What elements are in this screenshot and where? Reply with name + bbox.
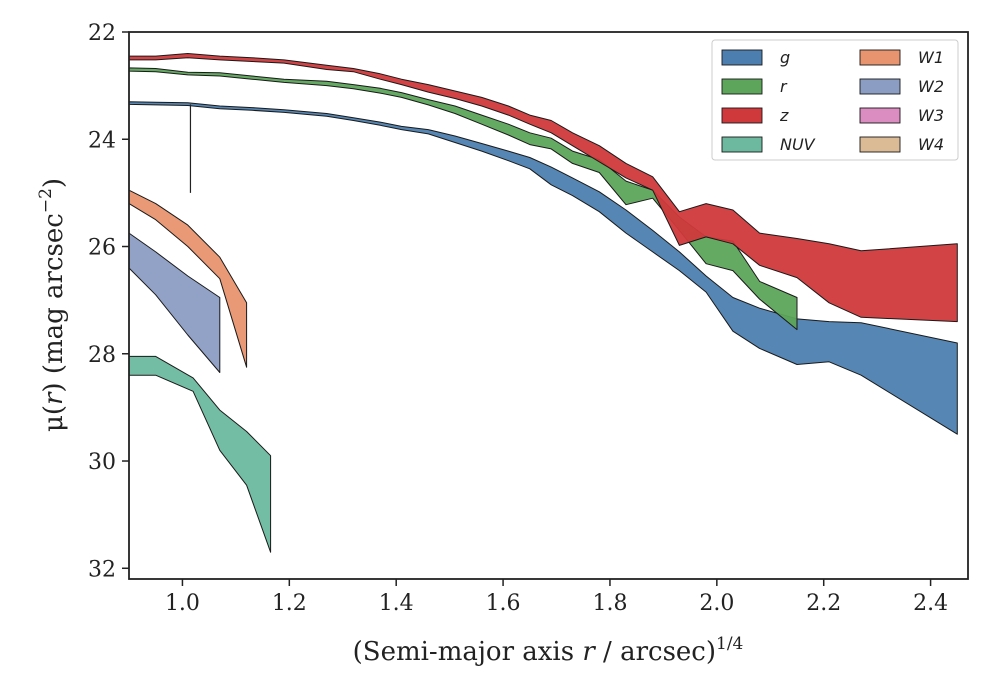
x-tick-label: 2.4 <box>913 591 948 616</box>
legend-swatch-w2 <box>859 78 901 95</box>
y-tick-label: 26 <box>88 236 116 261</box>
legend-frame <box>711 39 959 161</box>
legend-swatch-w3 <box>859 107 901 124</box>
x-axis: 1.0 1.2 1.4 1.6 1.8 2.0 2.2 2.4 <box>165 579 948 616</box>
legend-swatch-z <box>721 107 763 124</box>
x-axis-label-var: r <box>582 637 596 667</box>
legend-swatch-w1 <box>859 49 901 66</box>
y-axis-label: μ(r) (mag arcsec−2) <box>36 178 69 432</box>
x-tick-label: 1.0 <box>165 591 200 616</box>
band-nuv <box>128 355 272 553</box>
legend-label-w1: W1 <box>918 48 944 67</box>
legend-label-r: r <box>780 77 788 96</box>
x-tick-label: 2.2 <box>806 591 841 616</box>
legend-label-g: g <box>780 48 790 67</box>
x-axis-label-suffix: / arcsec) <box>595 637 716 667</box>
y-axis-label-end: ) <box>39 178 69 188</box>
x-axis-label-prefix: (Semi-major axis <box>353 637 583 667</box>
band-w1 <box>128 189 248 368</box>
y-tick-label: 30 <box>88 450 116 475</box>
y-tick-label: 24 <box>88 128 116 153</box>
x-tick-label: 1.4 <box>379 591 414 616</box>
band-w2 <box>128 232 221 373</box>
y-axis-label-sup: −2 <box>36 188 56 213</box>
y-axis-label-suffix: ) (mag arcsec <box>39 213 69 392</box>
y-tick-label: 28 <box>88 343 116 368</box>
band-g <box>128 101 958 435</box>
plot-frame <box>128 31 969 580</box>
legend-swatch-r <box>721 78 763 95</box>
y-tick-label: 22 <box>88 21 116 46</box>
y-axis: 22 24 26 28 30 32 <box>88 21 129 582</box>
x-axis-label-sup: 1/4 <box>716 634 743 654</box>
legend-label-z: z <box>779 106 789 125</box>
y-tick-label: 32 <box>88 557 116 582</box>
legend-swatch-nuv <box>721 136 763 153</box>
legend-label-w2: W2 <box>918 77 944 96</box>
legend-label-w3: W3 <box>918 106 944 125</box>
x-axis-label: (Semi-major axis r / arcsec)1/4 <box>353 634 744 667</box>
band-z <box>128 53 958 323</box>
legend-swatch-w4 <box>859 136 901 153</box>
x-tick-label: 1.6 <box>486 591 521 616</box>
bands-layer <box>128 53 958 553</box>
x-tick-label: 2.0 <box>699 591 734 616</box>
legend-label-w4: W4 <box>918 135 944 154</box>
band-r <box>128 67 798 331</box>
y-axis-label-var: r <box>39 391 69 405</box>
x-tick-label: 1.2 <box>272 591 307 616</box>
y-axis-label-prefix: μ( <box>39 405 69 432</box>
legend-swatch-g <box>721 49 763 66</box>
x-tick-label: 1.8 <box>592 591 627 616</box>
legend-label-nuv: NUV <box>780 135 816 154</box>
legend: grz NUV W1 W2 W3 W4 <box>711 39 959 161</box>
